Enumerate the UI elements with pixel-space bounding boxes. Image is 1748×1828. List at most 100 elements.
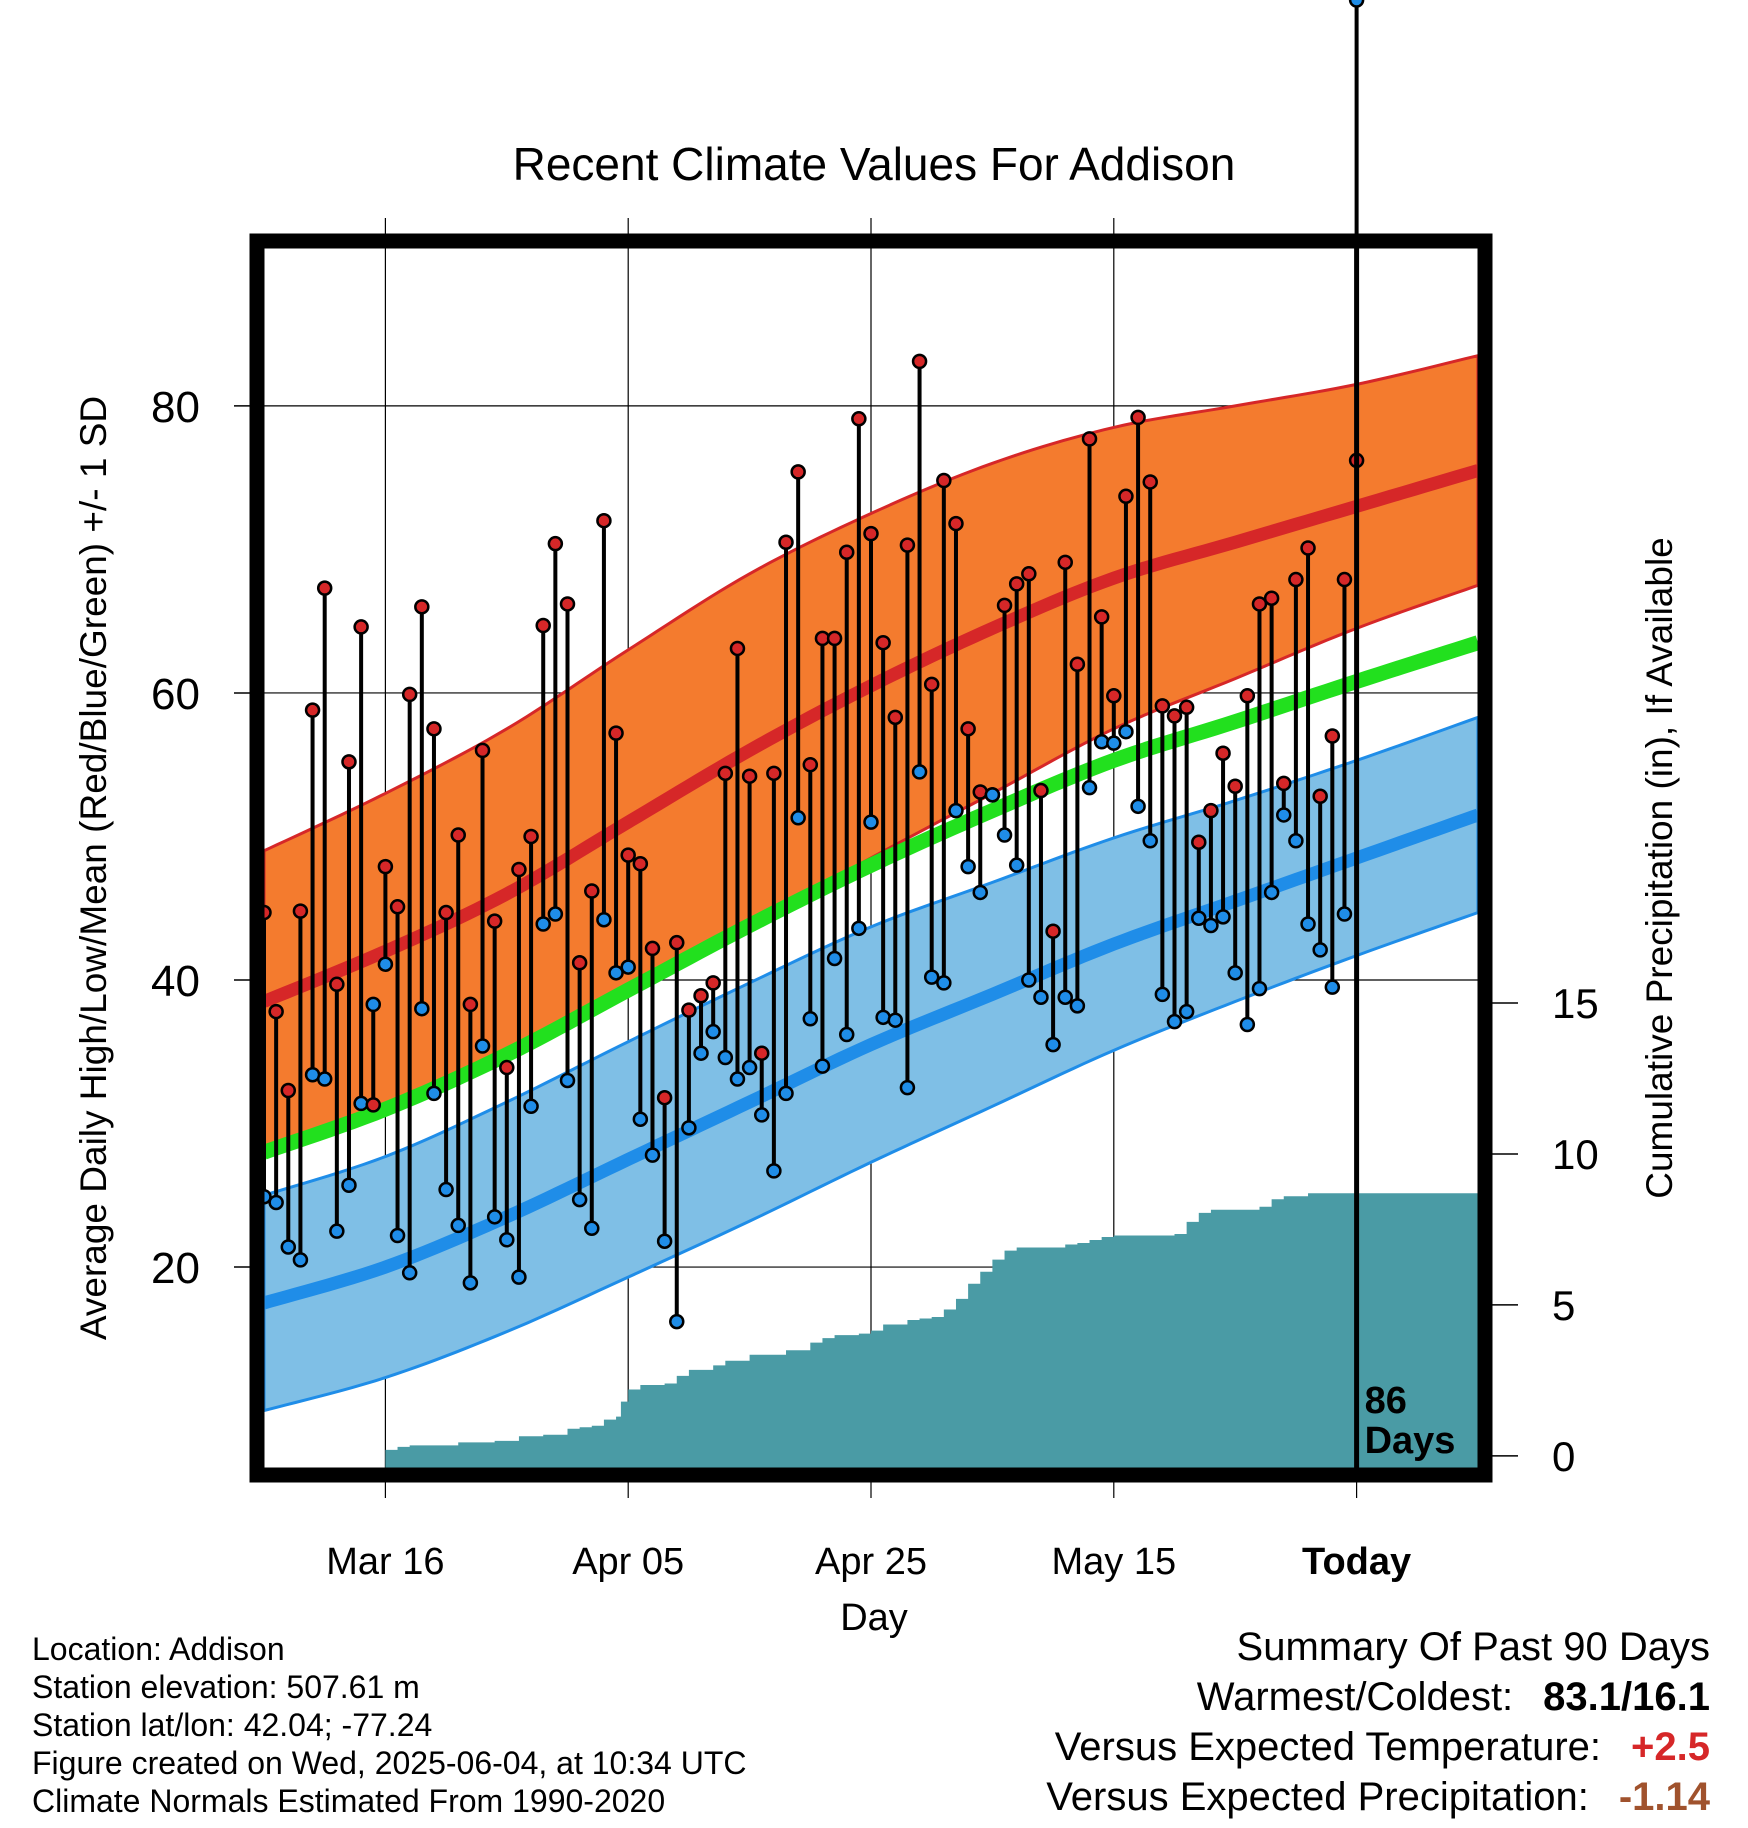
daily-low-point	[365, 996, 382, 1013]
daily-low-point	[911, 764, 928, 780]
daily-low-point	[462, 1275, 479, 1291]
daily-high-point	[389, 899, 406, 915]
normals-text: Climate Normals Estimated From 1990-2020	[32, 1783, 666, 1819]
daily-low-point	[1263, 884, 1280, 901]
daily-high-point	[1142, 474, 1158, 490]
daily-high-point	[499, 1059, 515, 1076]
daily-low-point	[1215, 909, 1231, 925]
daily-low-point	[1336, 906, 1353, 922]
daily-low-point	[1021, 972, 1037, 988]
daily-low-point	[1130, 798, 1146, 815]
y-tick-label: 40	[151, 957, 200, 1006]
daily-low-point	[644, 1147, 661, 1163]
daily-low-point	[1069, 998, 1086, 1014]
daily-low-point	[693, 1045, 709, 1061]
daily-low-point	[486, 1209, 503, 1225]
daily-high-point	[1045, 923, 1061, 939]
daily-low-point	[316, 1071, 333, 1087]
daily-low-point	[474, 1038, 491, 1054]
daily-high-point	[1227, 778, 1243, 794]
daily-high-point	[341, 754, 357, 770]
daily-low-point	[329, 1223, 345, 1239]
daily-high-point	[353, 619, 369, 635]
daily-high-point	[729, 640, 746, 657]
daily-low-point	[571, 1191, 588, 1208]
daily-low-point	[1203, 917, 1219, 934]
daily-low-point	[341, 1177, 357, 1193]
y2-tick-label: 10	[1552, 1131, 1599, 1178]
daily-low-point	[1348, 0, 1365, 8]
daily-high-point	[1106, 688, 1122, 704]
daily-low-point	[753, 1107, 770, 1123]
daily-high-point	[826, 630, 843, 647]
x-tick-label: Apr 05	[572, 1541, 684, 1583]
daily-high-point	[1130, 409, 1146, 426]
y-tick-label: 60	[151, 670, 200, 719]
daily-low-point	[1324, 979, 1341, 995]
daily-high-point	[741, 768, 758, 784]
daily-low-point	[1239, 1016, 1256, 1033]
daily-high-point	[753, 1045, 770, 1061]
daily-low-point	[1312, 942, 1328, 958]
daily-low-point	[1008, 857, 1025, 873]
daily-high-point	[1312, 788, 1328, 805]
daily-high-point	[778, 534, 794, 550]
x-tick-label: Today	[1302, 1541, 1411, 1583]
daily-high-point	[1178, 699, 1195, 716]
daily-high-point	[571, 955, 588, 971]
daily-high-point	[1336, 571, 1353, 588]
daily-low-point	[1057, 989, 1073, 1005]
daily-high-point	[304, 702, 321, 718]
temperature-departure-label: Versus Expected Temperature:	[1054, 1725, 1602, 1769]
daily-high-point	[887, 709, 904, 726]
daily-high-point	[669, 934, 685, 951]
daily-low-point	[887, 1012, 904, 1028]
daily-high-point	[559, 596, 576, 612]
daily-low-point	[766, 1163, 782, 1179]
daily-low-point	[584, 1220, 600, 1237]
daily-high-point	[401, 686, 418, 703]
summary-title: Summary Of Past 90 Days	[1236, 1625, 1710, 1669]
summary-row-warmest-coldest: Warmest/Coldest: 83.1/16.1	[1046, 1672, 1710, 1722]
daily-high-point	[790, 464, 806, 480]
daily-low-point	[1191, 910, 1207, 927]
daily-low-point	[268, 1194, 284, 1211]
daily-low-point	[1154, 986, 1171, 1003]
daily-low-point	[450, 1217, 466, 1234]
daily-high-point	[996, 597, 1013, 614]
daily-low-point	[1288, 833, 1304, 849]
daily-high-point	[1251, 596, 1268, 612]
summary-row-temperature: Versus Expected Temperature: +2.5	[1046, 1722, 1710, 1772]
daily-high-point	[414, 599, 430, 615]
daily-high-point	[365, 1097, 382, 1113]
daily-low-point	[996, 827, 1013, 843]
daily-low-point	[414, 1000, 430, 1017]
daily-low-point	[802, 1011, 819, 1027]
daily-high-point	[462, 996, 479, 1013]
warmest-coldest-value: 83.1/16.1	[1543, 1675, 1710, 1719]
y2-tick-label: 5	[1552, 1282, 1575, 1329]
daily-low-point	[1251, 980, 1268, 997]
daily-high-point	[1215, 745, 1231, 761]
y2-tick-label: 0	[1552, 1433, 1575, 1480]
daily-high-point	[656, 1089, 673, 1106]
daily-high-point	[1300, 540, 1316, 556]
daily-low-point	[511, 1269, 527, 1285]
daily-low-point	[1106, 735, 1122, 751]
daily-high-point	[717, 765, 734, 782]
daily-high-point	[1033, 782, 1049, 799]
daily-low-point	[838, 1026, 855, 1043]
normal-mean-line	[264, 635, 1478, 1160]
daily-high-point	[766, 765, 782, 782]
daily-low-point	[401, 1265, 418, 1281]
daily-high-point	[1057, 554, 1073, 571]
today-days-label: 86	[1365, 1380, 1407, 1422]
daily-low-point	[438, 1181, 454, 1198]
daily-high-point	[1239, 688, 1256, 704]
daily-high-point	[705, 975, 721, 991]
daily-high-point	[1118, 488, 1134, 505]
temperature-departure-value: +2.5	[1631, 1725, 1710, 1769]
daily-high-point	[438, 904, 454, 921]
daily-low-point	[559, 1072, 576, 1089]
daily-high-point	[547, 535, 564, 552]
